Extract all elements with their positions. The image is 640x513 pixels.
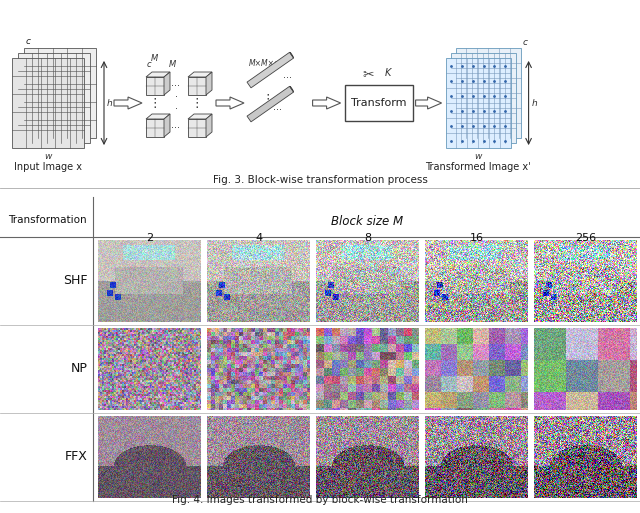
Polygon shape xyxy=(415,97,442,109)
Bar xyxy=(18,53,90,143)
Polygon shape xyxy=(289,86,294,92)
Text: ⋮: ⋮ xyxy=(261,92,273,106)
Bar xyxy=(146,119,164,137)
Text: ...: ... xyxy=(273,102,282,112)
Bar xyxy=(188,77,206,95)
Text: FFX: FFX xyxy=(65,450,88,464)
Polygon shape xyxy=(312,97,340,109)
Polygon shape xyxy=(188,72,212,77)
Text: ...: ... xyxy=(172,121,180,130)
Text: K: K xyxy=(385,68,391,78)
Bar xyxy=(445,58,511,148)
Polygon shape xyxy=(206,72,212,95)
Text: Transformation: Transformation xyxy=(8,215,87,225)
Bar xyxy=(24,48,96,138)
Text: ✂: ✂ xyxy=(363,68,374,82)
Text: w: w xyxy=(44,152,52,161)
Polygon shape xyxy=(247,86,294,122)
Text: ⋮: ⋮ xyxy=(148,96,161,109)
Text: M: M xyxy=(151,54,158,63)
Bar xyxy=(12,58,84,148)
Text: M: M xyxy=(169,60,176,69)
Polygon shape xyxy=(164,114,170,137)
Text: Transformed Image x': Transformed Image x' xyxy=(426,162,531,172)
Text: NP: NP xyxy=(71,363,88,376)
Text: ...: ... xyxy=(172,78,180,89)
Bar xyxy=(456,48,520,138)
Text: w: w xyxy=(474,152,482,161)
Polygon shape xyxy=(188,114,212,119)
Text: Block size M: Block size M xyxy=(332,215,404,228)
Text: 4: 4 xyxy=(255,233,262,243)
Text: c: c xyxy=(523,38,527,47)
Polygon shape xyxy=(289,52,294,58)
Text: M×M×c: M×M×c xyxy=(249,59,279,68)
Text: SHF: SHF xyxy=(63,274,88,287)
Polygon shape xyxy=(247,52,294,88)
Text: c: c xyxy=(26,37,31,46)
Polygon shape xyxy=(146,114,170,119)
Text: ·
·: · · xyxy=(175,92,177,114)
Polygon shape xyxy=(164,72,170,95)
Text: ⋮: ⋮ xyxy=(191,96,204,109)
Text: Input Image x: Input Image x xyxy=(14,162,82,172)
Text: 2: 2 xyxy=(146,233,153,243)
Polygon shape xyxy=(206,114,212,137)
Bar xyxy=(188,119,206,137)
Text: h: h xyxy=(107,98,113,108)
Bar xyxy=(146,77,164,95)
Text: 256: 256 xyxy=(575,233,596,243)
Text: Fig. 3. Block-wise transformation process: Fig. 3. Block-wise transformation proces… xyxy=(212,175,428,185)
Polygon shape xyxy=(146,72,170,77)
Text: ...: ... xyxy=(284,70,292,80)
Text: 8: 8 xyxy=(364,233,371,243)
Text: 16: 16 xyxy=(470,233,483,243)
Text: Fig. 4. Images transformed by block-wise transformation: Fig. 4. Images transformed by block-wise… xyxy=(172,495,468,505)
Bar xyxy=(344,85,413,121)
Text: Transform: Transform xyxy=(351,98,406,108)
Polygon shape xyxy=(216,97,244,109)
Polygon shape xyxy=(114,97,142,109)
Text: h: h xyxy=(532,98,538,108)
Bar xyxy=(451,53,516,143)
Text: c: c xyxy=(147,60,152,69)
